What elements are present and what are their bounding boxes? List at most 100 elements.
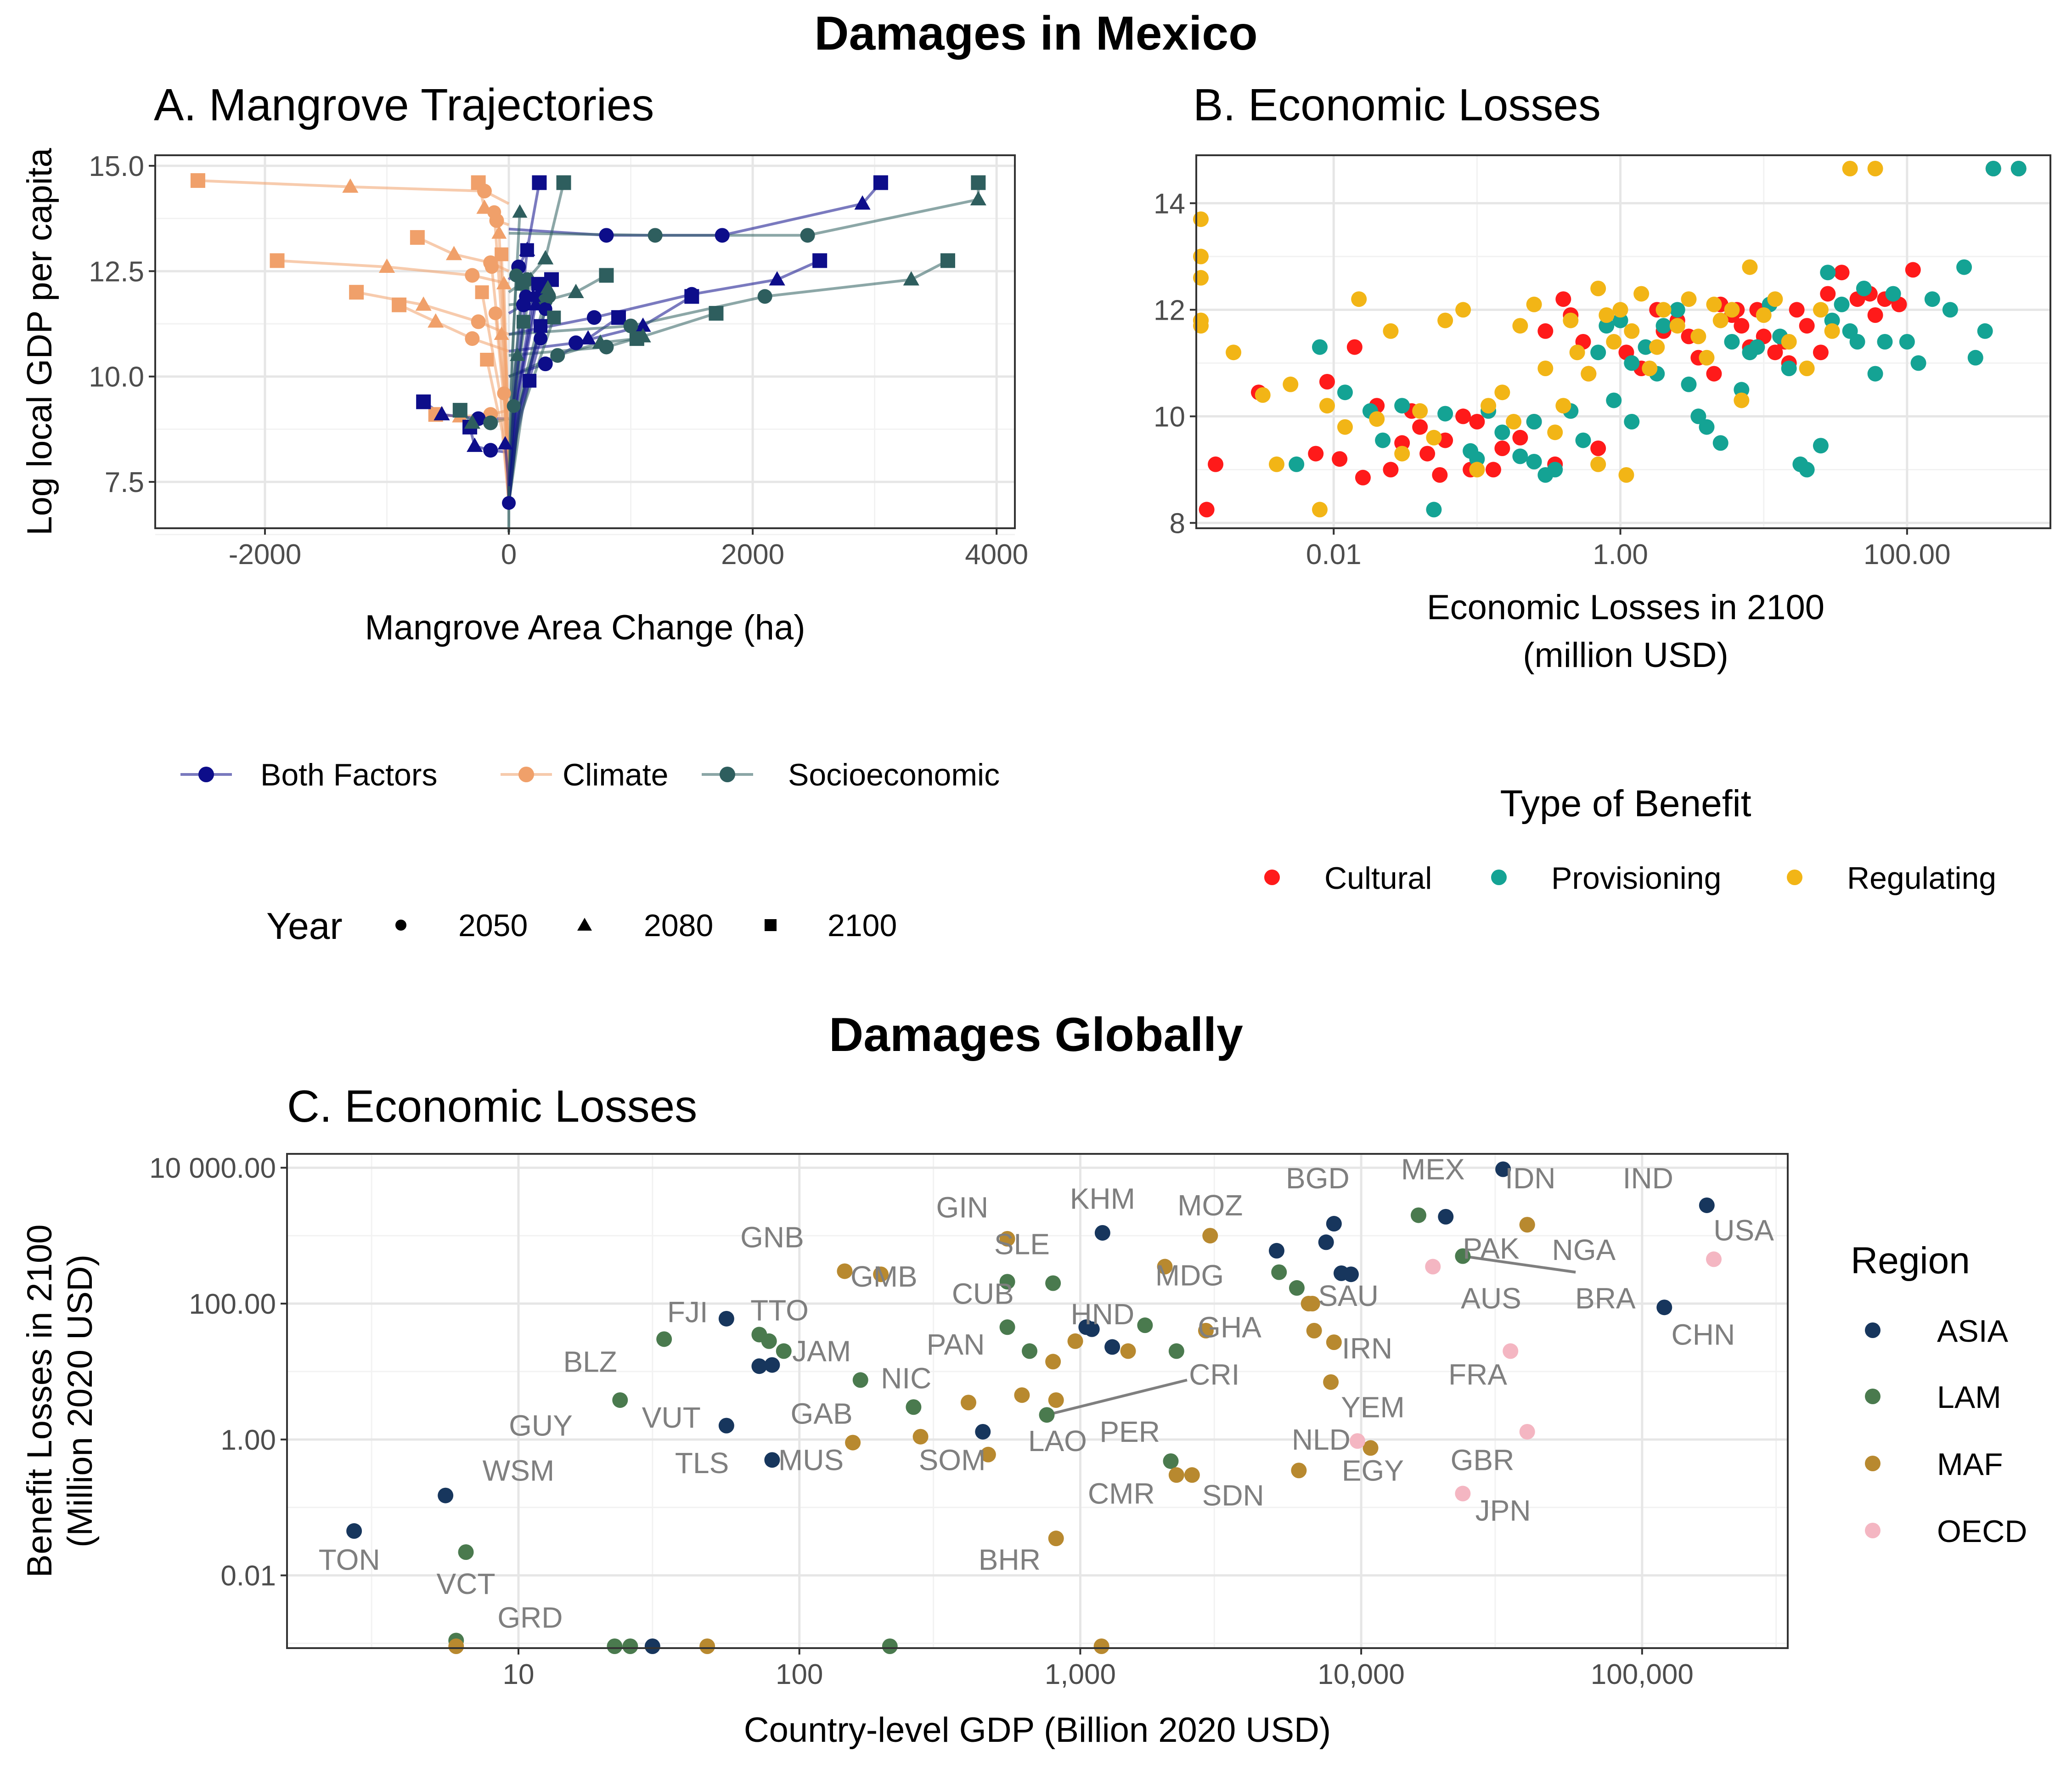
trajectory-point-both xyxy=(684,289,699,304)
point-provisioning xyxy=(1781,361,1797,376)
label-connector-line xyxy=(1046,1378,1188,1417)
trajectory-point-both xyxy=(854,195,871,210)
trajectory-line-both xyxy=(508,295,693,353)
trajectory-fan-point xyxy=(494,326,509,340)
point-regulating xyxy=(1555,398,1571,414)
panel-b-xlabel-units: (million USD) xyxy=(1523,636,1729,675)
panel-c-title: C. Economic Losses xyxy=(287,1081,697,1131)
point-lam-jam xyxy=(776,1343,792,1359)
y-tick-label: 100.00 xyxy=(189,1288,276,1320)
country-label-gin: GIN xyxy=(936,1191,988,1224)
point-maf xyxy=(1093,1638,1109,1654)
trajectory-point-both xyxy=(538,356,553,372)
point-regulating xyxy=(1537,361,1554,376)
point-cultural xyxy=(1537,323,1554,339)
country-label-wsm: WSM xyxy=(483,1454,554,1487)
country-label-ton: TON xyxy=(319,1543,380,1576)
point-regulating xyxy=(1633,286,1650,302)
point-cultural xyxy=(1512,429,1528,446)
point-cultural xyxy=(1332,451,1348,467)
point-asia xyxy=(1268,1243,1284,1259)
trajectory-point-both xyxy=(715,228,730,243)
point-provisioning xyxy=(1885,286,1901,302)
point-provisioning xyxy=(1813,438,1829,454)
point-regulating xyxy=(1781,334,1797,350)
point-lam xyxy=(607,1638,623,1654)
point-asia-wsm xyxy=(438,1487,454,1503)
x-tick-label: 100,000 xyxy=(1591,1659,1694,1690)
legend-label-2080: 2080 xyxy=(644,908,713,943)
y-tick-label: 7.5 xyxy=(105,467,144,498)
point-cultural xyxy=(1834,265,1850,281)
point-cultural xyxy=(1455,408,1471,424)
legend-label-regulating: Regulating xyxy=(1847,861,1996,896)
point-lam-per xyxy=(1163,1453,1179,1469)
point-provisioning xyxy=(1699,419,1715,435)
legend-label-asia: ASIA xyxy=(1937,1314,2009,1349)
panel-a-gridlines xyxy=(155,155,1015,536)
point-provisioning xyxy=(1910,355,1926,371)
point-maf-som xyxy=(912,1429,929,1445)
point-provisioning xyxy=(1690,408,1706,424)
panel-a-title: A. Mangrove Trajectories xyxy=(154,79,654,130)
panel-c-ticks: 10 100 1,000 10,000 100,000 0.01 1.00 100.00 10 … xyxy=(149,1152,1694,1690)
point-cultural xyxy=(1789,302,1805,318)
point-regulating xyxy=(1590,281,1606,296)
point-provisioning xyxy=(2010,161,2027,176)
point-cultural xyxy=(1555,291,1571,307)
point-regulating xyxy=(1706,296,1722,312)
trajectory-fan-point xyxy=(519,289,533,304)
trajectory-fan-point xyxy=(534,332,548,346)
trajectory-point-climate xyxy=(445,246,462,260)
point-lam xyxy=(1289,1280,1305,1296)
trajectory-fan-point xyxy=(484,260,499,274)
point-regulating xyxy=(1469,462,1485,478)
point-cultural xyxy=(1867,307,1883,323)
point-asia-ind xyxy=(1699,1197,1715,1213)
panel-c-gridlines xyxy=(287,1154,1788,1648)
point-provisioning xyxy=(1638,339,1654,355)
point-lam-guy xyxy=(612,1392,628,1408)
trajectory-point-socio xyxy=(629,331,644,346)
point-lam xyxy=(761,1333,777,1349)
trajectory-fan-point xyxy=(520,243,534,257)
trajectory-point-socio xyxy=(940,253,955,268)
panel-c-ylabel-units: (Million 2020 USD) xyxy=(61,1254,100,1548)
point-oecd-gbr xyxy=(1519,1423,1535,1440)
point-regulating xyxy=(1412,403,1428,419)
legend-item-provisioning: Provisioning xyxy=(1491,861,1721,896)
point-regulating xyxy=(1690,328,1706,345)
trajectory-origin-point xyxy=(502,496,516,510)
legend-label-lam: LAM xyxy=(1937,1380,2001,1415)
point-cultural xyxy=(1767,345,1783,361)
legend-item-climate: Climate xyxy=(501,757,669,792)
panel-c-xlabel: Country-level GDP (Billion 2020 USD) xyxy=(744,1711,1331,1750)
country-label-per: PER xyxy=(1099,1415,1160,1448)
panel-c-ylabel: Benefit Losses in 2100 xyxy=(20,1225,59,1578)
panel-b-ticks: 0.01 1.00 100.00 8 10 12 14 xyxy=(1154,188,1951,571)
point-regulating xyxy=(1824,323,1840,339)
trajectory-fan-point xyxy=(491,225,507,239)
point-asia-bgd xyxy=(1326,1216,1342,1232)
point-regulating xyxy=(1494,384,1510,401)
legend-item-regulating: Regulating xyxy=(1787,861,1996,896)
trajectory-point-socio xyxy=(800,228,815,243)
country-label-irn: IRN xyxy=(1342,1332,1392,1365)
point-asia xyxy=(1343,1266,1359,1282)
panel-b-points xyxy=(1193,161,2027,518)
x-tick-label: 10 xyxy=(503,1659,535,1690)
trajectory-fan-point xyxy=(523,373,537,388)
point-maf-egy xyxy=(1291,1463,1307,1479)
trajectory-point-both xyxy=(873,175,888,190)
trajectory-fan-point xyxy=(480,352,494,367)
legend-label-both-factors: Both Factors xyxy=(260,757,438,792)
point-lam xyxy=(1137,1317,1153,1333)
point-lam xyxy=(1271,1264,1287,1280)
trajectory-point-both xyxy=(586,310,602,325)
point-maf xyxy=(448,1638,464,1654)
trajectory-point-socio xyxy=(709,306,724,321)
point-provisioning xyxy=(1526,454,1542,469)
trajectory-point-socio xyxy=(757,289,772,304)
country-label-gha: GHA xyxy=(1198,1310,1261,1344)
